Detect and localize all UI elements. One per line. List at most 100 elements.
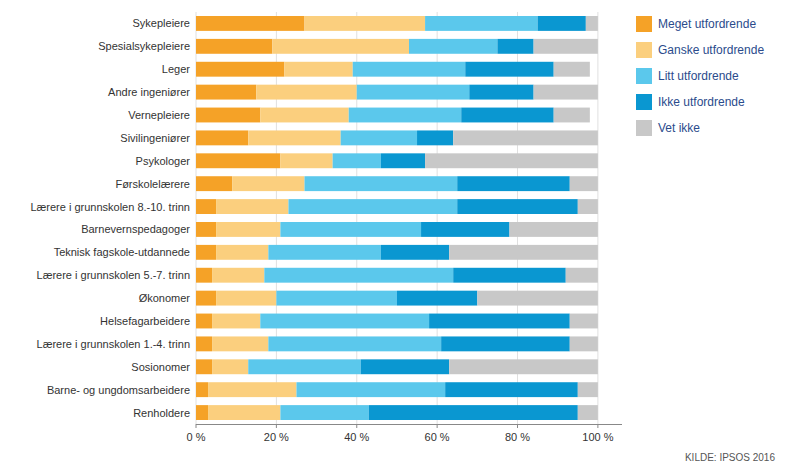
bar-segment [449, 245, 598, 260]
bar-segment [284, 62, 352, 77]
bar-segment [381, 245, 449, 260]
bar-segment [196, 176, 232, 191]
bar-segment [276, 291, 397, 306]
bar-segment [212, 359, 248, 374]
bar-segment [425, 153, 598, 168]
y-tick-label: Sivilingeniører [120, 132, 190, 144]
bar-segment [441, 336, 570, 351]
bar-segment [196, 153, 280, 168]
bar-segment [369, 405, 578, 420]
bar-segment [216, 245, 268, 260]
bar-segment [216, 199, 288, 214]
bar-segment [232, 176, 304, 191]
bar-segment [272, 39, 409, 54]
y-tick-label: Vernepleiere [128, 109, 190, 121]
bar-segment [216, 222, 280, 237]
bar-segment [381, 153, 425, 168]
legend-swatch [636, 94, 652, 110]
bar-segment [445, 382, 578, 397]
bar-segment [196, 336, 212, 351]
bar-segment [534, 39, 598, 54]
legend-swatch [636, 16, 652, 32]
x-tick-label: 20 % [264, 431, 289, 443]
bar-segment [264, 268, 453, 283]
bar-segment [578, 382, 598, 397]
bar-segment [570, 314, 598, 329]
bar-segment [333, 153, 381, 168]
bar-segment [196, 291, 216, 306]
bar-segment [196, 359, 212, 374]
y-tick-label: Økonomer [139, 292, 191, 304]
legend-label: Meget utfordrende [658, 17, 756, 31]
x-tick-label: 60 % [425, 431, 450, 443]
bar-segment [196, 16, 305, 31]
y-tick-label: Førskolelærere [115, 178, 190, 190]
y-tick-label: Teknisk fagskole-utdannede [54, 246, 190, 258]
bar-segment [296, 382, 445, 397]
bar-segment [196, 314, 212, 329]
y-tick-label: Andre ingeniører [108, 86, 190, 98]
y-tick-label: Barnevernspedagoger [81, 223, 190, 235]
x-tick [276, 424, 277, 428]
source-text: KILDE: IPSOS 2016 [685, 452, 775, 463]
bar-segment [196, 382, 208, 397]
bar-segment [196, 62, 284, 77]
bar-segment [196, 405, 208, 420]
x-tick-label: 0 % [187, 431, 206, 443]
bar-segment [212, 314, 260, 329]
x-tick [356, 424, 357, 428]
bars [196, 16, 598, 420]
bar-segment [353, 62, 466, 77]
bar-segment [256, 85, 356, 100]
y-tick-label: Lærere i grunnskolen 8.-10. trinn [30, 201, 190, 213]
bar-segment [453, 130, 598, 145]
bar-segment [196, 222, 216, 237]
legend-label: Litt utfordrende [658, 69, 739, 83]
bar-segment [421, 222, 509, 237]
bar-segment [457, 199, 578, 214]
bar-segment [248, 130, 340, 145]
y-axis: Sykepleiere Spesialsykepleiere Leger Andre … [30, 17, 190, 418]
bar-segment [425, 16, 538, 31]
bar-segment [570, 336, 598, 351]
bar-segment [586, 16, 598, 31]
x-tick [196, 424, 197, 428]
bar-segment [469, 85, 533, 100]
y-tick-label: Sykepleiere [133, 17, 190, 29]
bar-segment [212, 268, 264, 283]
y-tick-label: Lærere i grunnskolen 5.-7. trinn [37, 269, 190, 281]
legend-swatch [636, 42, 652, 58]
bar-segment [357, 85, 470, 100]
x-tick-label: 100 % [582, 431, 613, 443]
x-tick-label: 40 % [344, 431, 369, 443]
x-tick [517, 424, 518, 428]
y-tick-label: Leger [162, 63, 190, 75]
bar-segment [208, 405, 280, 420]
legend-label: Ganske utfordrende [658, 43, 764, 57]
bar-segment [453, 268, 566, 283]
y-tick-label: Lærere i grunnskolen 1.-4. trinn [37, 338, 190, 350]
bar-segment [509, 222, 597, 237]
bar-segment [268, 245, 381, 260]
x-tick [437, 424, 438, 428]
bar-segment [554, 62, 590, 77]
bar-segment [305, 176, 458, 191]
bar-segment [578, 405, 598, 420]
bar-segment [554, 108, 590, 123]
bar-segment [457, 176, 570, 191]
y-tick-label: Psykologer [136, 155, 191, 167]
x-tick [597, 424, 598, 428]
legend-swatch [636, 68, 652, 84]
bar-segment [196, 199, 216, 214]
bar-segment [196, 108, 260, 123]
bar-segment [497, 39, 533, 54]
bar-segment [196, 85, 256, 100]
x-axis: 0 %20 %40 %60 %80 %100 % [187, 424, 614, 443]
bar-segment [397, 291, 477, 306]
bar-segment [196, 268, 212, 283]
bar-segment [216, 291, 276, 306]
bar-segment [280, 405, 368, 420]
bar-segment [260, 314, 429, 329]
y-tick-label: Spesialsykepleiere [98, 40, 190, 52]
x-axis-line [196, 424, 622, 425]
